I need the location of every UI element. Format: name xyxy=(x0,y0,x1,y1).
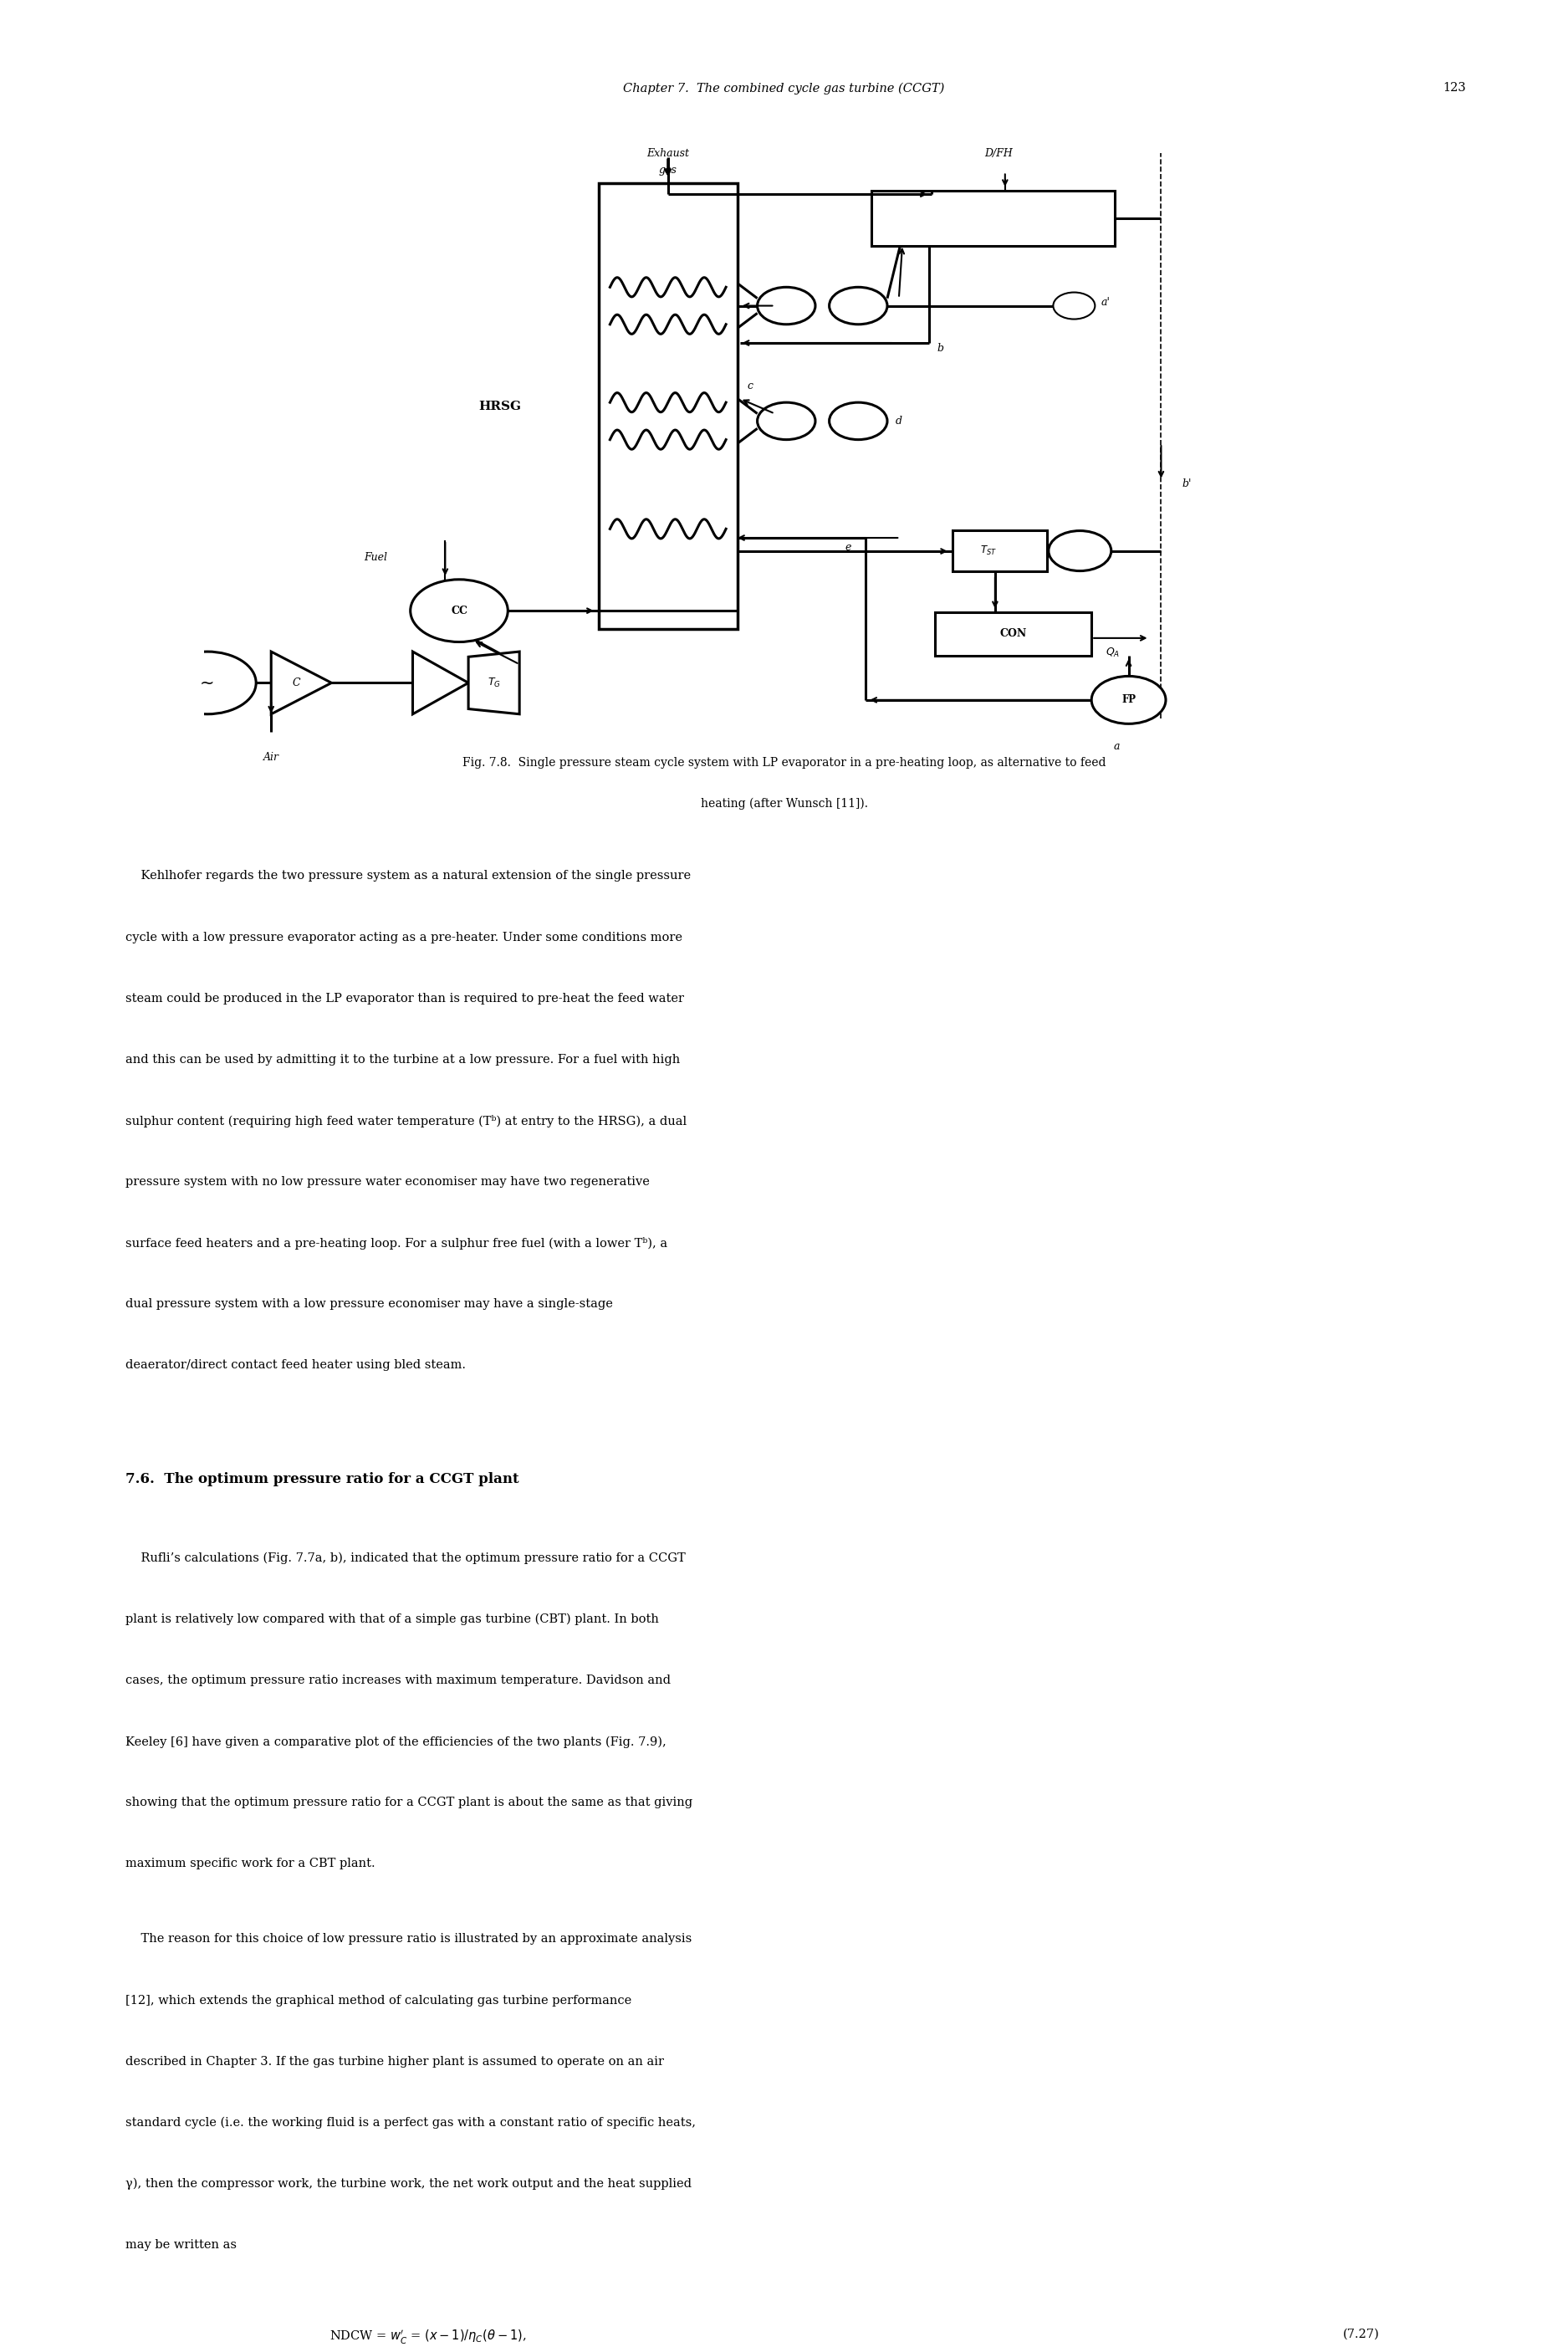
Text: Rufli’s calculations (Fig. 7.7a, b), indicated that the optimum pressure ratio f: Rufli’s calculations (Fig. 7.7a, b), ind… xyxy=(125,1552,685,1564)
Text: FP: FP xyxy=(1121,694,1135,706)
Text: 7.6.  The optimum pressure ratio for a CCGT plant: 7.6. The optimum pressure ratio for a CC… xyxy=(125,1472,519,1486)
Text: The reason for this choice of low pressure ratio is illustrated by an approximat: The reason for this choice of low pressu… xyxy=(125,1933,691,1945)
Text: dual pressure system with a low pressure economiser may have a single-stage: dual pressure system with a low pressure… xyxy=(125,1298,613,1310)
Text: D/FH: D/FH xyxy=(985,148,1013,160)
Text: $T_{ST}$: $T_{ST}$ xyxy=(980,546,997,557)
Text: e: e xyxy=(845,541,851,553)
Text: b': b' xyxy=(1182,480,1192,489)
Text: heating (after Wunsch [11]).: heating (after Wunsch [11]). xyxy=(701,797,867,809)
Text: described in Chapter 3. If the gas turbine higher plant is assumed to operate on: described in Chapter 3. If the gas turbi… xyxy=(125,2056,663,2067)
Text: cycle with a low pressure evaporator acting as a pre-heater. Under some conditio: cycle with a low pressure evaporator act… xyxy=(125,931,682,943)
Text: showing that the optimum pressure ratio for a CCGT plant is about the same as th: showing that the optimum pressure ratio … xyxy=(125,1797,693,1809)
Text: Keeley [6] have given a comparative plot of the efficiencies of the two plants (: Keeley [6] have given a comparative plot… xyxy=(125,1736,666,1748)
Circle shape xyxy=(757,287,815,325)
Text: [12], which extends the graphical method of calculating gas turbine performance: [12], which extends the graphical method… xyxy=(125,1994,632,2006)
Text: Chapter 7.  The combined cycle gas turbine (CCGT): Chapter 7. The combined cycle gas turbin… xyxy=(624,82,944,94)
Text: C: C xyxy=(293,677,301,689)
Circle shape xyxy=(1054,292,1094,320)
Polygon shape xyxy=(469,652,519,715)
Polygon shape xyxy=(412,652,469,715)
Text: and this can be used by admitting it to the turbine at a low pressure. For a fue: and this can be used by admitting it to … xyxy=(125,1054,681,1065)
Bar xyxy=(935,612,1091,656)
Text: $Q_A$: $Q_A$ xyxy=(1105,647,1120,659)
Bar xyxy=(872,191,1115,247)
Text: γ), then the compressor work, the turbine work, the net work output and the heat: γ), then the compressor work, the turbin… xyxy=(125,2178,691,2190)
Text: cases, the optimum pressure ratio increases with maximum temperature. Davidson a: cases, the optimum pressure ratio increa… xyxy=(125,1675,671,1686)
Circle shape xyxy=(829,287,887,325)
Text: $T_G$: $T_G$ xyxy=(488,677,500,689)
Text: 123: 123 xyxy=(1443,82,1466,94)
Text: may be written as: may be written as xyxy=(125,2239,237,2251)
Text: b: b xyxy=(938,343,944,353)
Text: Fuel: Fuel xyxy=(364,553,387,562)
Text: Exhaust: Exhaust xyxy=(646,148,690,160)
Text: d: d xyxy=(895,416,902,426)
Text: CON: CON xyxy=(1000,628,1027,640)
Text: sulphur content (requiring high feed water temperature (Tᵇ) at entry to the HRSG: sulphur content (requiring high feed wat… xyxy=(125,1115,687,1127)
Text: pressure system with no low pressure water economiser may have two regenerative: pressure system with no low pressure wat… xyxy=(125,1176,649,1188)
Text: a: a xyxy=(1113,741,1120,753)
Text: Air: Air xyxy=(263,753,279,762)
Text: ~: ~ xyxy=(201,675,215,691)
Text: (7.27): (7.27) xyxy=(1344,2328,1380,2340)
Bar xyxy=(599,183,737,630)
Text: surface feed heaters and a pre-heating loop. For a sulphur free fuel (with a low: surface feed heaters and a pre-heating l… xyxy=(125,1237,668,1249)
Text: Fig. 7.8.  Single pressure steam cycle system with LP evaporator in a pre-heatin: Fig. 7.8. Single pressure steam cycle sy… xyxy=(463,757,1105,769)
Text: Kehlhofer regards the two pressure system as a natural extension of the single p: Kehlhofer regards the two pressure syste… xyxy=(125,870,691,882)
Circle shape xyxy=(1049,532,1112,572)
Circle shape xyxy=(829,402,887,440)
Text: HRSG: HRSG xyxy=(478,400,521,412)
Text: plant is relatively low compared with that of a simple gas turbine (CBT) plant. : plant is relatively low compared with th… xyxy=(125,1613,659,1625)
Circle shape xyxy=(411,579,508,642)
Text: CC: CC xyxy=(450,604,467,616)
Circle shape xyxy=(158,652,256,715)
Text: gas: gas xyxy=(659,165,677,176)
Text: NDCW = $w^{\prime}_C$ = $(x - 1)/\eta_C(\theta - 1)$,: NDCW = $w^{\prime}_C$ = $(x - 1)/\eta_C(… xyxy=(329,2328,527,2347)
Text: maximum specific work for a CBT plant.: maximum specific work for a CBT plant. xyxy=(125,1858,375,1870)
Circle shape xyxy=(1091,675,1165,724)
Text: c: c xyxy=(746,381,753,390)
Text: a': a' xyxy=(1101,296,1110,308)
Text: steam could be produced in the LP evaporator than is required to pre-heat the fe: steam could be produced in the LP evapor… xyxy=(125,993,684,1004)
Text: standard cycle (i.e. the working fluid is a perfect gas with a constant ratio of: standard cycle (i.e. the working fluid i… xyxy=(125,2117,696,2129)
Text: deaerator/direct contact feed heater using bled steam.: deaerator/direct contact feed heater usi… xyxy=(125,1359,466,1371)
Circle shape xyxy=(757,402,815,440)
Bar xyxy=(952,532,1047,572)
Polygon shape xyxy=(271,652,331,715)
